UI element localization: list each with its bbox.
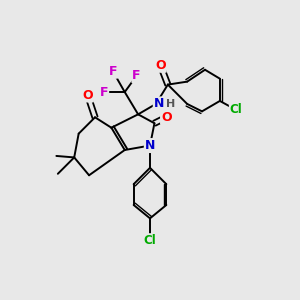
Text: F: F: [100, 85, 108, 98]
Text: H: H: [166, 99, 176, 109]
Text: Cl: Cl: [230, 103, 243, 116]
Text: F: F: [109, 65, 117, 78]
Text: O: O: [82, 88, 93, 101]
Text: Cl: Cl: [144, 234, 156, 247]
Text: F: F: [132, 69, 141, 82]
Text: O: O: [161, 111, 172, 124]
Text: O: O: [155, 59, 166, 72]
Text: N: N: [154, 98, 164, 110]
Text: N: N: [145, 139, 155, 152]
